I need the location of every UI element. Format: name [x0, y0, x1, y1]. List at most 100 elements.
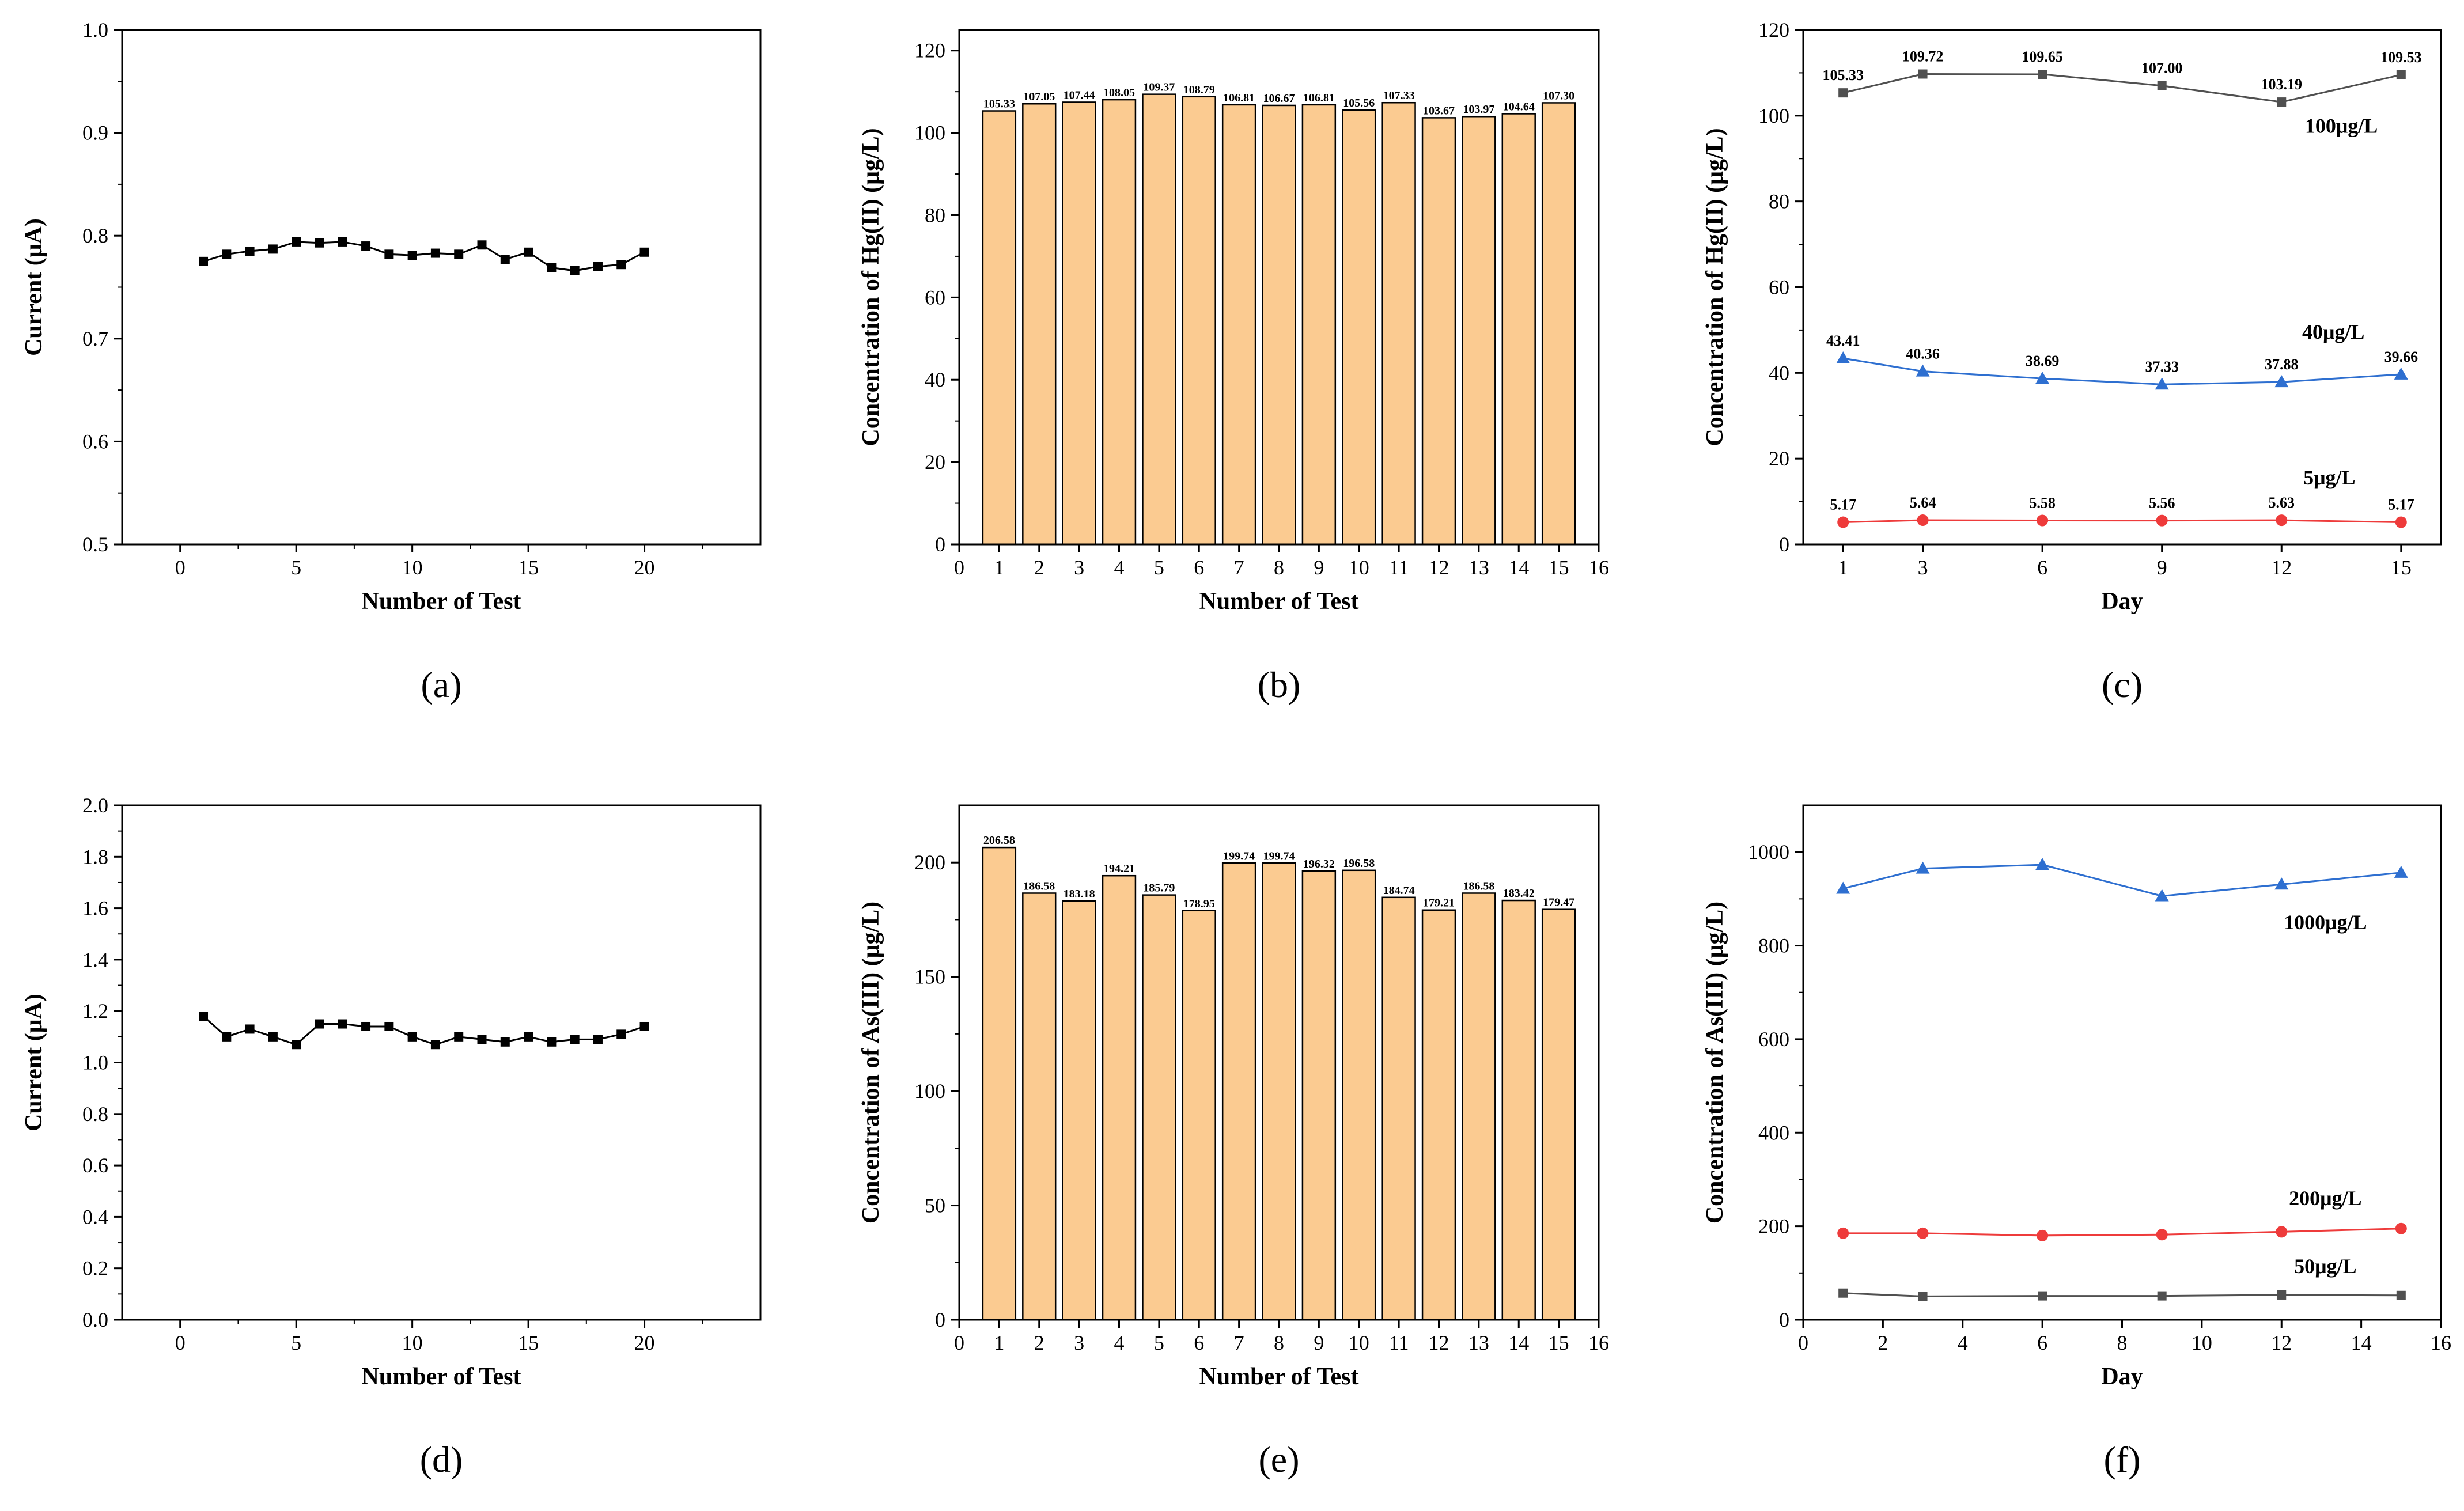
x-axis-title: Number of Test — [362, 588, 521, 615]
data-point — [454, 1032, 464, 1042]
data-point — [570, 1035, 580, 1044]
y-tick-label: 600 — [1758, 1028, 1789, 1051]
bar — [1062, 900, 1096, 1321]
series-name-label: 5μg/L — [2303, 466, 2355, 489]
data-point — [2396, 70, 2406, 79]
y-tick-label: 60 — [1769, 276, 1789, 299]
bar — [1421, 117, 1456, 546]
data-point — [2155, 889, 2169, 902]
data-point — [639, 1021, 649, 1031]
y-tick-label: 400 — [1758, 1121, 1789, 1144]
bar-value-label: 184.74 — [1383, 884, 1415, 897]
bar-value-label: 109.37 — [1143, 81, 1175, 94]
x-tick-label: 16 — [2431, 1331, 2451, 1354]
bar-value-label: 178.95 — [1183, 897, 1215, 910]
x-tick-label: 16 — [1588, 556, 1609, 579]
point-value-label: 5.17 — [2388, 497, 2414, 513]
point-value-label: 107.00 — [2141, 60, 2183, 77]
bar — [1182, 96, 1216, 546]
plot-frame — [121, 29, 762, 546]
data-point — [407, 1032, 417, 1042]
bar-value-label: 105.56 — [1343, 97, 1375, 109]
y-tick-label: 1.0 — [82, 18, 108, 41]
y-tick-label: 0.5 — [82, 533, 108, 556]
bar — [1342, 869, 1376, 1321]
data-point — [268, 1032, 278, 1042]
x-tick-label: 14 — [2351, 1331, 2372, 1354]
data-point — [2394, 367, 2408, 380]
x-tick-label: 12 — [2271, 556, 2292, 579]
panel-label: (e) — [1258, 1439, 1299, 1480]
y-axis-title: Concentration of Hg(II) (μg/L) — [1702, 128, 1728, 446]
bar-value-label: 183.42 — [1503, 887, 1535, 900]
data-point — [2035, 372, 2050, 384]
point-value-label: 109.53 — [2380, 49, 2422, 66]
chart-f: 0 2 4 6 8 10 12 14 16 0 200 400 600 800 1000 Day Concent… — [1702, 804, 2451, 1480]
bar-value-label: 185.79 — [1143, 882, 1175, 895]
y-tick-label: 80 — [1769, 190, 1789, 213]
x-tick-label: 9 — [1314, 556, 1324, 579]
y-tick-label: 0.6 — [82, 1154, 108, 1177]
data-point — [268, 244, 278, 254]
data-point — [524, 1032, 533, 1042]
x-axis-title: Number of Test — [1199, 1364, 1359, 1390]
x-tick-label: 10 — [1349, 556, 1369, 579]
bar-value-label: 106.67 — [1263, 92, 1295, 105]
x-tick-label: 1 — [994, 556, 1004, 579]
data-point — [384, 1021, 394, 1031]
data-point — [292, 1040, 301, 1050]
x-tick-label: 14 — [1508, 1331, 1529, 1354]
x-tick-label: 4 — [1114, 1331, 1125, 1354]
panel-label: (d) — [420, 1439, 463, 1480]
y-tick-label: 800 — [1758, 934, 1789, 957]
y-tick-label: 200 — [914, 851, 945, 874]
x-tick-label: 6 — [2037, 556, 2047, 579]
x-tick-label: 6 — [1194, 1331, 1204, 1354]
y-tick-label: 1.0 — [82, 1051, 108, 1074]
bar-value-label: 106.81 — [1223, 92, 1255, 104]
data-point — [2038, 1291, 2047, 1301]
y-tick-label: 150 — [914, 965, 945, 989]
series-name-label: 1000μg/L — [2284, 911, 2367, 934]
data-point — [2395, 1222, 2407, 1234]
data-point — [1838, 88, 1848, 98]
x-tick-label: 15 — [518, 556, 539, 579]
data-point — [292, 237, 301, 247]
x-axis-title: Number of Test — [362, 1364, 521, 1390]
bar — [1022, 892, 1057, 1321]
bar — [1262, 104, 1296, 546]
x-tick-label: 13 — [1468, 556, 1489, 579]
data-point — [2157, 1291, 2167, 1301]
x-tick-label: 2 — [1034, 1331, 1044, 1354]
y-tick-label: 0 — [1779, 1308, 1789, 1331]
x-tick-label: 5 — [291, 556, 301, 579]
bar-value-label: 107.33 — [1383, 89, 1415, 102]
bar — [982, 846, 1017, 1321]
x-tick-label: 14 — [1508, 556, 1529, 579]
data-point — [245, 1024, 255, 1034]
y-axis-title: Current (μA) — [21, 994, 47, 1131]
panel-label: (c) — [2102, 664, 2143, 705]
x-tick-label: 0 — [1798, 1331, 1808, 1354]
series-1: 200μg/L — [1837, 1187, 2407, 1241]
bar — [1541, 908, 1576, 1321]
x-tick-label: 20 — [634, 556, 655, 579]
y-tick-label: 0 — [935, 1308, 945, 1331]
x-tick-label: 9 — [2157, 556, 2167, 579]
data-point — [593, 1035, 603, 1044]
series-0 — [199, 237, 649, 275]
series-name-label: 50μg/L — [2294, 1255, 2356, 1278]
data-point — [477, 1035, 487, 1044]
point-value-label: 39.66 — [2384, 349, 2418, 365]
y-tick-label: 0.8 — [82, 224, 108, 247]
plot-frame — [1802, 804, 2442, 1321]
data-point — [1918, 1292, 1928, 1301]
y-tick-label: 0.8 — [82, 1103, 108, 1126]
y-tick-label: 0.9 — [82, 122, 108, 145]
data-point — [361, 1021, 371, 1031]
bar-value-label: 103.67 — [1423, 104, 1455, 117]
bar — [1501, 899, 1536, 1321]
y-tick-label: 0.0 — [82, 1308, 108, 1331]
bar-value-label: 105.33 — [983, 98, 1015, 111]
data-point — [2396, 1290, 2406, 1300]
